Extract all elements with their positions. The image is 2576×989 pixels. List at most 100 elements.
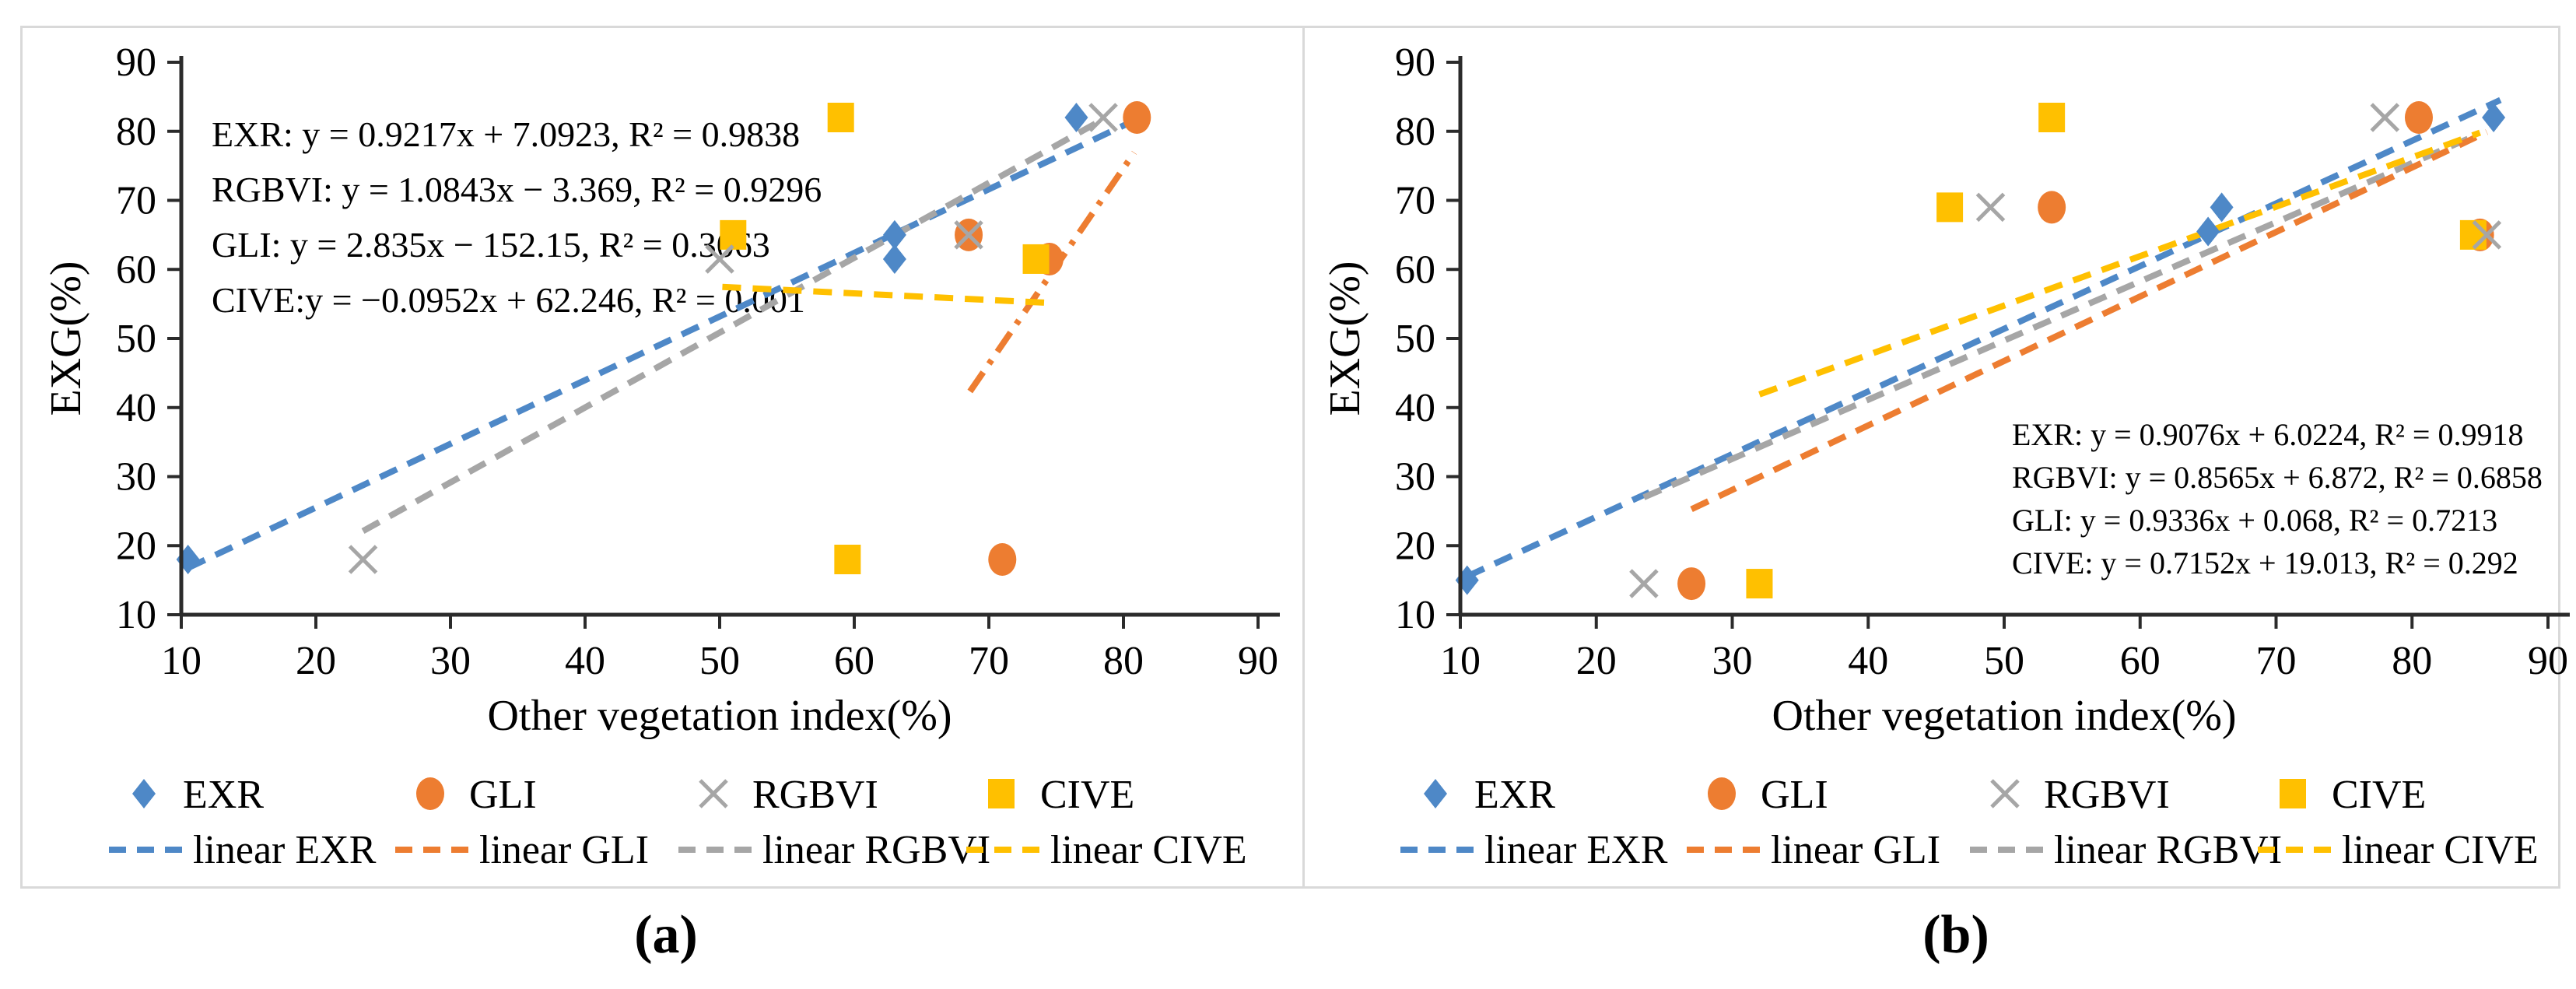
panel-b-point-GLI-0	[1677, 567, 1706, 601]
y-tick-label: 40	[1395, 386, 1435, 430]
panel-a-point-RGBVI-3	[1088, 103, 1118, 132]
panel-a-point-CIVE-3	[1022, 244, 1050, 274]
panel-a-equation-0: EXR: y = 0.9217x + 7.0923, R² = 0.9838	[212, 114, 800, 154]
x-tick-label: 30	[1712, 639, 1753, 683]
panel-b-legend-label-CIVE: CIVE	[2332, 773, 2426, 817]
panel-a-point-EXR-1	[882, 244, 906, 274]
panel-b-point-RGBVI-1	[1975, 192, 2006, 223]
panel-b-legend-label-GLI: GLI	[1761, 773, 1828, 817]
panel-a-legend-label-GLI: GLI	[469, 773, 537, 817]
panel-b-trendline-linear-EXR	[1466, 96, 2502, 580]
panel-b-legend-label-linear-CIVE: linear CIVE	[2342, 828, 2539, 872]
y-tick-label: 80	[1395, 110, 1435, 154]
panel-a-point-CIVE-0	[720, 219, 747, 250]
panel-a-trendline-linear-CIVE	[722, 283, 1046, 307]
x-tick-label: 20	[1576, 639, 1617, 683]
y-tick-label: 10	[116, 593, 156, 637]
y-tick-label: 70	[116, 179, 156, 223]
panel-b-legend-label-RGBVI: RGBVI	[2044, 773, 2170, 817]
y-tick-label: 90	[1395, 40, 1435, 85]
panel-a-point-CIVE-1	[827, 103, 854, 132]
figure-border	[20, 26, 2560, 889]
panel-a-trendline-linear-RGBVI	[361, 115, 1106, 535]
panel-b-point-EXR-2	[2210, 192, 2234, 223]
panel-divider	[1302, 26, 1305, 889]
y-tick-label: 30	[1395, 455, 1435, 500]
x-tick-label: 10	[161, 639, 202, 683]
x-tick-label: 10	[1440, 639, 1481, 683]
panel-b-point-EXR-3	[2482, 103, 2506, 132]
x-tick-label: 90	[1238, 639, 1278, 683]
x-tick-label: 20	[296, 639, 336, 683]
panel-b-point-CIVE-0	[1746, 569, 1773, 599]
panel-b-legend-marker-GLI	[1708, 777, 1736, 810]
panel-b-legend-marker-RGBVI	[1990, 779, 2020, 808]
panel-a-point-RGBVI-0	[348, 545, 378, 574]
panel-b-legend-marker-EXR	[1424, 779, 1447, 808]
panel-b-point-RGBVI-0	[1629, 569, 1659, 598]
panel-b-point-GLI-1	[2038, 191, 2066, 224]
panel-b-equation-3: CIVE: y = 0.7152x + 19.013, R² = 0.292	[2012, 545, 2518, 580]
panel-a-point-GLI-3	[1123, 101, 1151, 134]
panel-a-legend-label-linear-RGBVI: linear RGBVI	[762, 828, 990, 872]
panel-b-equation-2: GLI: y = 0.9336x + 0.068, R² = 0.7213	[2012, 503, 2497, 538]
panel-a-point-RGBVI-1	[705, 244, 734, 274]
panel-b-legend-marker-CIVE	[2280, 779, 2306, 808]
panel-a-x-axis-title: Other vegetation index(%)	[487, 692, 952, 740]
panel-a-point-GLI-1	[988, 543, 1017, 576]
x-tick-label: 60	[834, 639, 874, 683]
caption-b: (b)	[1922, 905, 1989, 965]
panel-b-legend-label-EXR: EXR	[1474, 773, 1555, 817]
x-tick-label: 80	[1103, 639, 1144, 683]
x-tick-label: 50	[1984, 639, 2024, 683]
y-tick-label: 70	[1395, 179, 1435, 223]
panel-b-point-EXR-1	[2196, 216, 2220, 247]
panel-a-legend-marker-RGBVI	[699, 779, 728, 808]
x-tick-label: 80	[2392, 639, 2432, 683]
caption-a: (a)	[634, 905, 698, 965]
x-tick-label: 70	[2256, 639, 2297, 683]
panel-a-legend-marker-EXR	[132, 779, 156, 808]
panel-a-equation-1: RGBVI: y = 1.0843x − 3.369, R² = 0.9296	[212, 170, 822, 209]
panel-b-legend-label-linear-EXR: linear EXR	[1484, 828, 1668, 872]
panel-a-legend-label-EXR: EXR	[183, 773, 264, 817]
panel-a-point-RGBVI-2	[954, 220, 983, 250]
y-tick-label: 50	[1395, 317, 1435, 361]
y-tick-label: 30	[116, 455, 156, 500]
x-tick-label: 40	[565, 639, 605, 683]
panel-a-legend-label-linear-GLI: linear GLI	[479, 828, 649, 872]
y-tick-label: 90	[116, 40, 156, 85]
panel-b-y-axis-title: EXG(%)	[1321, 261, 1369, 416]
panel-a-legend-marker-GLI	[416, 777, 444, 810]
y-tick-label: 80	[116, 110, 156, 154]
y-tick-label: 20	[1395, 524, 1435, 568]
panel-b-legend-label-linear-GLI: linear GLI	[1771, 828, 1940, 872]
panel-b-point-CIVE-3	[2459, 219, 2487, 250]
panel-a-legend-label-linear-EXR: linear EXR	[193, 828, 377, 872]
panel-a-legend-marker-CIVE	[988, 779, 1015, 808]
panel-b-point-GLI-2	[2404, 101, 2433, 134]
x-tick-label: 90	[2528, 639, 2568, 683]
y-tick-label: 40	[116, 386, 156, 430]
panel-b-legend-label-linear-RGBVI: linear RGBVI	[2054, 828, 2282, 872]
panel-a-point-EXR-3	[1064, 103, 1088, 132]
panel-a-trendline-linear-EXR	[186, 121, 1128, 571]
y-tick-label: 20	[116, 524, 156, 568]
panel-b-point-RGBVI-2	[2370, 103, 2400, 132]
panel-b: EXR: y = 0.9076x + 6.0224, R² = 0.9918 RG…	[1321, 40, 2570, 872]
panel-a-equation-2: GLI: y = 2.835x − 152.15, R² = 0.3063	[212, 225, 770, 265]
x-tick-label: 50	[699, 639, 740, 683]
panel-b-equation-0: EXR: y = 0.9076x + 6.0224, R² = 0.9918	[2012, 417, 2523, 452]
panel-a: EXR: y = 0.9217x + 7.0923, R² = 0.9838 RG…	[42, 40, 1280, 872]
panel-b-x-axis-title: Other vegetation index(%)	[1772, 692, 2236, 740]
y-tick-label: 50	[116, 317, 156, 361]
x-tick-label: 30	[430, 639, 471, 683]
panel-a-point-EXR-2	[882, 219, 906, 250]
panel-a-legend-label-CIVE: CIVE	[1040, 773, 1134, 817]
panel-b-point-CIVE-2	[2038, 103, 2066, 132]
panel-b-trendline-linear-GLI	[1690, 129, 2489, 513]
panel-b-trendline-linear-CIVE	[1758, 129, 2481, 398]
x-tick-label: 40	[1848, 639, 1888, 683]
y-tick-label: 10	[1395, 593, 1435, 637]
